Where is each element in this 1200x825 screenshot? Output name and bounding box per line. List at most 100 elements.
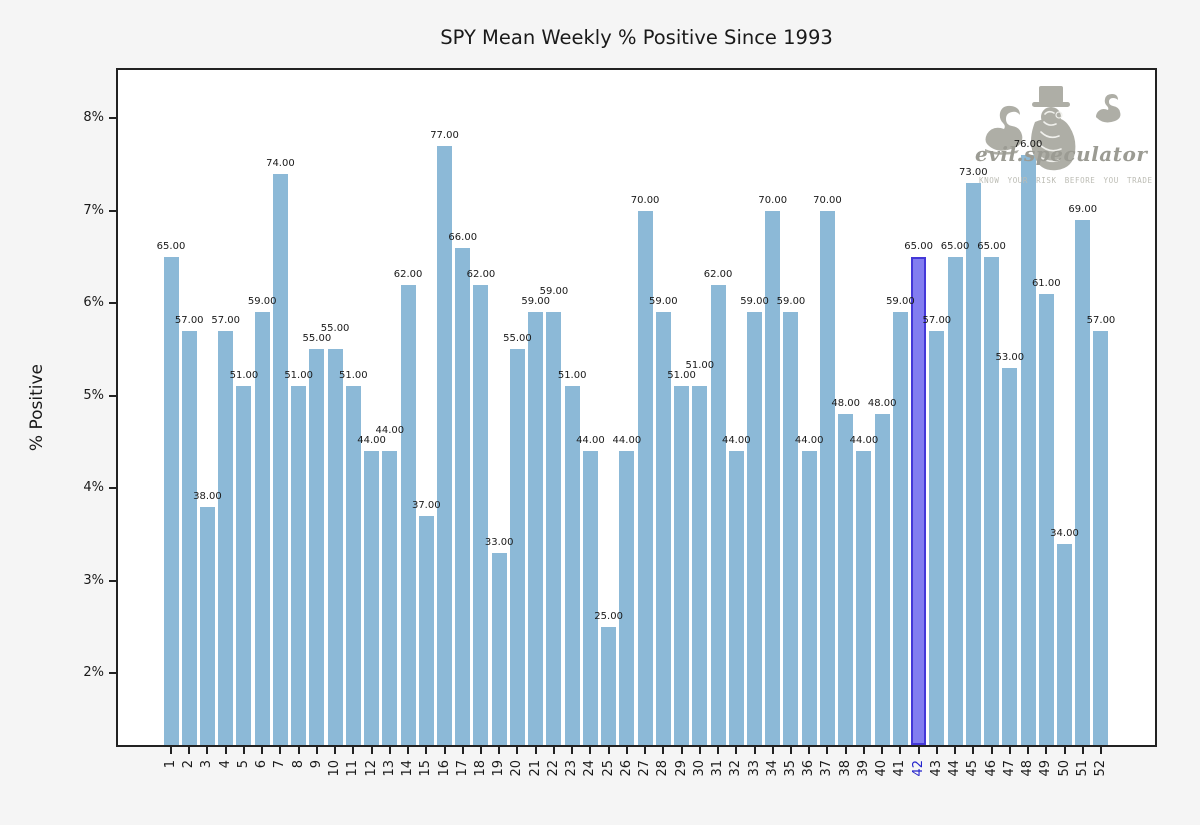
x-tick-mark	[315, 746, 318, 754]
bar-value-label: 44.00	[375, 425, 405, 436]
bar-week-34	[765, 210, 781, 745]
bar-week-33	[747, 312, 763, 745]
bar-week-28	[655, 312, 671, 745]
bar-value-label: 76.00	[1013, 139, 1043, 150]
x-tick-mark	[370, 746, 373, 754]
x-tick-label-4: 4	[217, 760, 233, 769]
x-tick-mark	[808, 746, 811, 754]
x-tick-mark	[607, 746, 610, 754]
x-tick-label-44: 44	[947, 760, 963, 777]
x-tick-mark	[571, 746, 574, 754]
x-tick-mark	[461, 746, 464, 754]
x-tick-label-41: 41	[892, 760, 908, 777]
x-tick-mark	[170, 746, 172, 754]
x-tick-mark	[1063, 746, 1066, 754]
x-tick-mark	[1099, 746, 1102, 754]
bar-week-49	[1038, 293, 1054, 745]
x-tick-mark	[881, 746, 884, 754]
bar-value-label: 44.00	[849, 435, 879, 446]
bar-week-32	[728, 451, 744, 745]
y-tick-label: 3%	[83, 572, 104, 588]
x-tick-label-18: 18	[472, 760, 488, 777]
chart-title: SPY Mean Weekly % Positive Since 1993	[440, 26, 833, 49]
bar-value-label: 44.00	[794, 435, 824, 446]
x-tick-label-27: 27	[637, 760, 653, 777]
bar-value-label: 70.00	[758, 194, 788, 206]
x-tick-label-2: 2	[181, 760, 197, 769]
x-tick-mark	[753, 746, 756, 754]
x-tick-label-23: 23	[564, 760, 580, 777]
x-tick-mark	[279, 746, 282, 754]
bar-value-label: 55.00	[503, 333, 532, 345]
x-tick-label-16: 16	[436, 760, 452, 777]
x-tick-mark	[1027, 746, 1030, 754]
x-tick-label-28: 28	[655, 760, 671, 777]
bar-value-label: 59.00	[649, 296, 678, 308]
x-tick-mark	[717, 746, 720, 754]
x-tick-label-48: 48	[1020, 760, 1036, 777]
y-tick-label: 2%	[83, 665, 104, 680]
bar-week-37	[819, 210, 835, 745]
x-tick-label-26: 26	[618, 760, 634, 777]
x-tick-mark	[990, 746, 993, 754]
bar-week-22	[546, 312, 562, 745]
y-tick-mark	[109, 672, 118, 674]
bar-value-label: 69.00	[1068, 203, 1098, 215]
bar-value-label: 53.00	[995, 351, 1025, 363]
bar-week-21	[528, 312, 544, 745]
x-tick-mark	[735, 746, 738, 754]
x-tick-mark	[297, 746, 300, 754]
y-tick-label: 4%	[83, 480, 104, 495]
bar-value-label: 38.00	[193, 490, 222, 502]
bar-week-13	[382, 451, 398, 745]
x-tick-label-37: 37	[819, 760, 835, 777]
x-tick-mark	[334, 746, 337, 754]
y-tick-mark	[109, 117, 118, 119]
bar-value-label: 59.00	[740, 296, 769, 308]
x-tick-mark	[224, 746, 227, 754]
bar-value-label: 48.00	[831, 398, 861, 409]
bar-week-10	[327, 349, 343, 745]
bar-value-label: 51.00	[229, 370, 259, 382]
bar-week-46	[984, 256, 1000, 745]
x-tick-mark	[698, 746, 701, 754]
x-tick-label-46: 46	[983, 760, 999, 777]
x-tick-label-40: 40	[874, 760, 890, 777]
x-tick-mark	[407, 746, 410, 754]
bar-value-label: 66.00	[448, 231, 478, 243]
x-tick-mark	[662, 746, 665, 754]
x-tick-mark	[789, 746, 792, 754]
y-tick-label: 6%	[83, 295, 104, 310]
x-tick-label-9: 9	[308, 760, 324, 769]
x-tick-mark	[1008, 746, 1011, 754]
x-tick-label-30: 30	[691, 760, 707, 777]
x-tick-label-51: 51	[1074, 760, 1090, 777]
x-tick-label-22: 22	[545, 760, 561, 777]
x-tick-label-50: 50	[1056, 760, 1072, 777]
x-tick-mark	[242, 746, 245, 754]
x-tick-mark	[862, 746, 865, 754]
x-tick-mark	[935, 746, 938, 754]
bar-week-5	[236, 386, 252, 745]
x-tick-label-21: 21	[527, 760, 543, 777]
bar-week-48	[1020, 155, 1036, 745]
bar-value-label: 62.00	[393, 268, 423, 280]
bar-value-label: 59.00	[886, 296, 915, 308]
x-tick-mark	[425, 746, 428, 754]
x-tick-label-5: 5	[235, 760, 251, 769]
bar-week-43	[929, 330, 945, 745]
bar-value-label: 51.00	[284, 370, 313, 382]
x-tick-mark	[261, 746, 264, 754]
bar-value-label: 44.00	[612, 435, 642, 446]
bar-value-label: 55.00	[302, 333, 332, 345]
x-tick-mark	[352, 746, 355, 754]
bar-week-35	[783, 312, 799, 745]
x-tick-mark	[826, 746, 829, 754]
x-tick-label-47: 47	[1001, 760, 1017, 777]
bar-value-label: 48.00	[867, 398, 897, 409]
bar-value-label: 74.00	[266, 157, 295, 169]
x-tick-mark	[954, 746, 957, 754]
bar-value-label: 70.00	[813, 194, 842, 206]
bar-week-27	[637, 210, 653, 745]
